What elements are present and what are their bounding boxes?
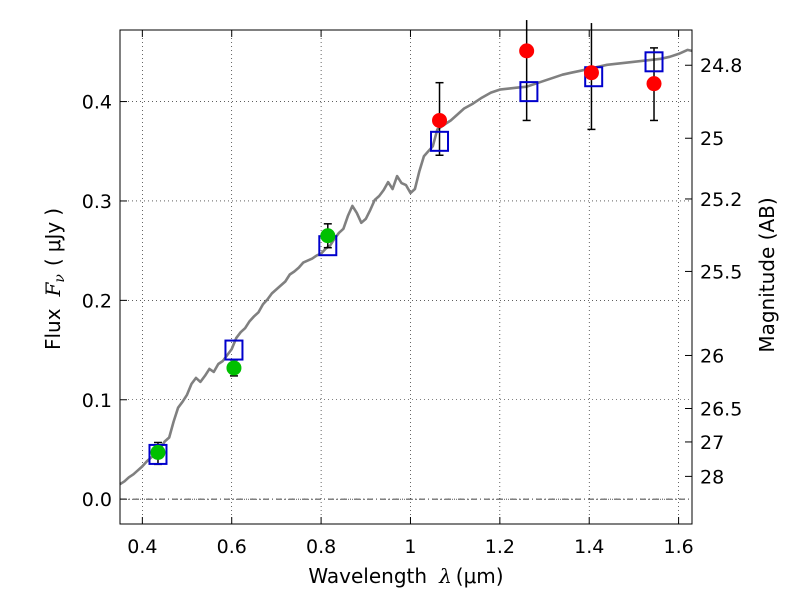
red-photometry-point <box>432 112 448 128</box>
y2-tick-label: 25.2 <box>700 189 742 211</box>
x-tick-label: 1.4 <box>574 536 604 558</box>
red-photometry-point <box>583 65 599 81</box>
y-tick-label: 0.0 <box>82 489 112 511</box>
y2-tick-label: 25.5 <box>700 261 742 283</box>
y-tick-label: 0.4 <box>82 92 112 114</box>
y2-tick-label: 26.5 <box>700 398 742 420</box>
red-photometry-point <box>519 43 535 59</box>
x-axis-label: Wavelength λ (μm) <box>308 564 503 588</box>
model-spectrum-line <box>119 48 693 486</box>
model-photometry-square <box>224 339 244 361</box>
x-tick-label: 1 <box>404 536 416 558</box>
y-tick-label: 0.1 <box>82 390 112 412</box>
y2-tick-label: 25 <box>700 128 724 150</box>
model-photometry-square <box>644 51 664 73</box>
x-tick-label: 1.6 <box>663 536 693 558</box>
axes-frame <box>119 29 693 525</box>
green-photometry-point <box>150 444 166 460</box>
green-photometry-point <box>226 360 242 376</box>
grid-layer <box>120 30 692 524</box>
green-photometry-layer <box>150 228 336 460</box>
y2-tick-label: 27 <box>700 432 724 454</box>
y2-tick-label: 24.8 <box>700 55 742 77</box>
x-tick-label: 0.4 <box>127 536 157 558</box>
tick-layer: 0.4 0.6 0.8 1 1.2 1.4 1.6 0.0 0.1 0.2 0.3 0.4 24.8 25… <box>82 30 742 558</box>
x-tick-label: 0.8 <box>306 536 336 558</box>
green-photometry-point <box>320 228 336 244</box>
x-tick-label: 0.6 <box>217 536 247 558</box>
y-tick-label: 0.2 <box>82 290 112 312</box>
y2-tick-label: 28 <box>700 466 724 488</box>
y2-tick-label: 26 <box>700 345 724 367</box>
red-photometry-point <box>646 76 662 92</box>
x-tick-label: 1.2 <box>485 536 515 558</box>
red-photometry-layer <box>432 43 662 128</box>
model-photometry-square <box>519 81 539 103</box>
model-photometry-square <box>148 443 168 465</box>
y-axis-label: FluxFν(μJy) <box>41 208 68 350</box>
model-photometry-square <box>430 130 450 152</box>
y-tick-label: 0.3 <box>82 191 112 213</box>
right-axis-label: Magnitude (AB) <box>755 197 779 352</box>
